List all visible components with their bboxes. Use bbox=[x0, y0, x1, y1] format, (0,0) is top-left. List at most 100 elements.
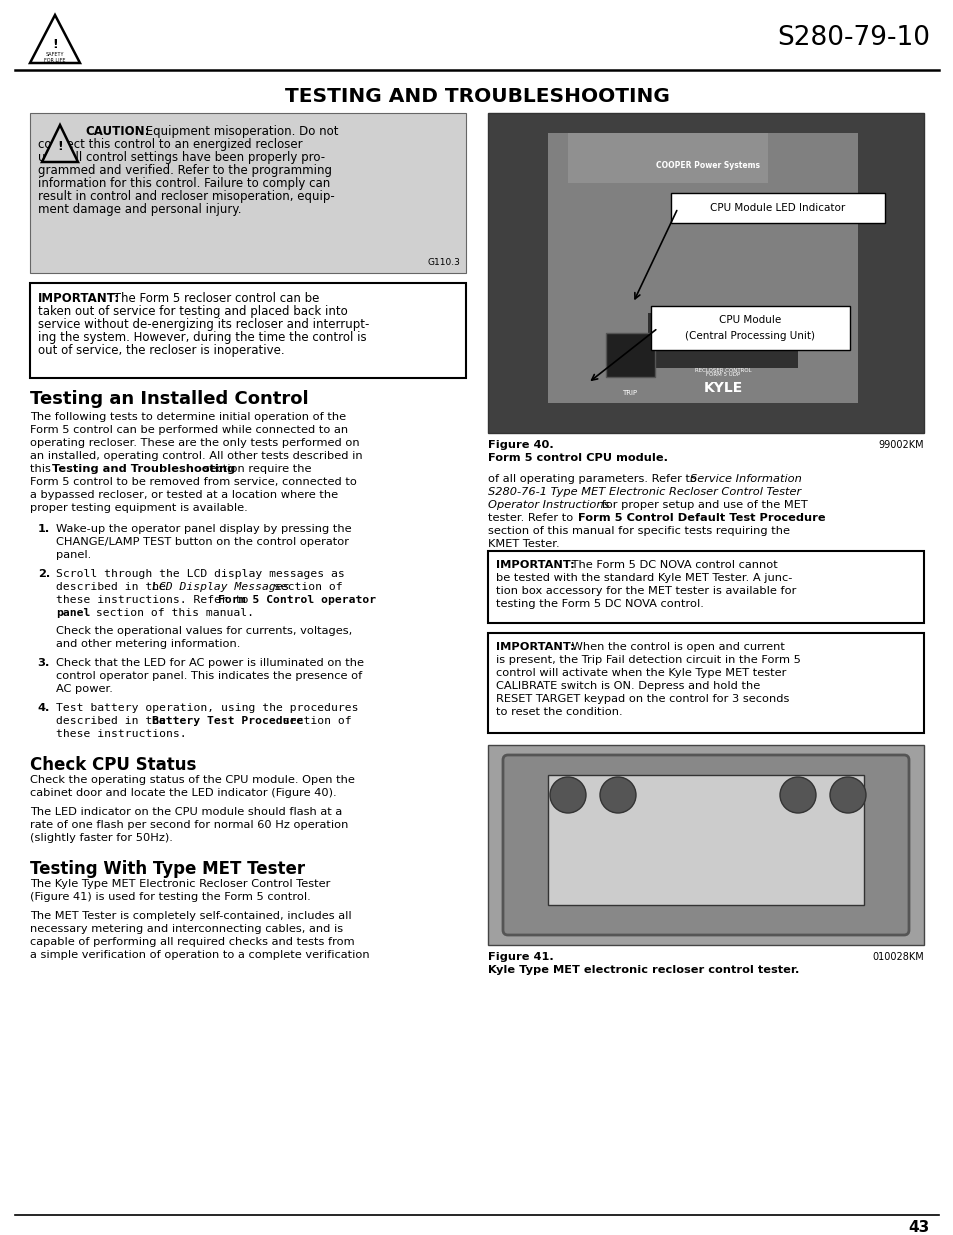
FancyBboxPatch shape bbox=[567, 133, 767, 183]
Text: information for this control. Failure to comply can: information for this control. Failure to… bbox=[38, 177, 330, 190]
Text: this: this bbox=[30, 464, 54, 474]
FancyBboxPatch shape bbox=[547, 776, 863, 905]
Text: Testing an Installed Control: Testing an Installed Control bbox=[30, 390, 309, 408]
Text: Form 5 control CPU module.: Form 5 control CPU module. bbox=[488, 453, 667, 463]
Text: until all control settings have been properly pro-: until all control settings have been pro… bbox=[38, 151, 325, 164]
Text: section of: section of bbox=[275, 716, 352, 726]
Text: panel: panel bbox=[56, 608, 91, 618]
Text: (slightly faster for 50Hz).: (slightly faster for 50Hz). bbox=[30, 832, 172, 844]
FancyBboxPatch shape bbox=[488, 112, 923, 433]
Text: Battery Test Procedure: Battery Test Procedure bbox=[152, 716, 303, 726]
FancyBboxPatch shape bbox=[30, 283, 465, 378]
Text: Scroll through the LCD display messages as: Scroll through the LCD display messages … bbox=[56, 569, 344, 579]
Text: Form 5 control to be removed from service, connected to: Form 5 control to be removed from servic… bbox=[30, 477, 356, 487]
Text: section of: section of bbox=[267, 582, 342, 592]
Text: 43: 43 bbox=[908, 1220, 929, 1235]
Text: 2.: 2. bbox=[38, 569, 50, 579]
Text: rate of one flash per second for normal 60 Hz operation: rate of one flash per second for normal … bbox=[30, 820, 348, 830]
Text: CAUTION:: CAUTION: bbox=[85, 125, 150, 138]
Text: CHANGE/LAMP TEST button on the control operator: CHANGE/LAMP TEST button on the control o… bbox=[56, 537, 349, 547]
Text: !: ! bbox=[52, 37, 58, 51]
Text: ing the system. However, during the time the control is: ing the system. However, during the time… bbox=[38, 331, 366, 345]
Text: The Form 5 recloser control can be: The Form 5 recloser control can be bbox=[110, 291, 319, 305]
Text: The LED indicator on the CPU module should flash at a: The LED indicator on the CPU module shou… bbox=[30, 806, 342, 818]
Text: IMPORTANT:: IMPORTANT: bbox=[38, 291, 120, 305]
Text: KYLE: KYLE bbox=[702, 382, 741, 395]
Text: these instructions.: these instructions. bbox=[56, 729, 187, 739]
Text: The Form 5 DC NOVA control cannot: The Form 5 DC NOVA control cannot bbox=[567, 559, 777, 571]
Text: TRIP: TRIP bbox=[621, 390, 637, 396]
Text: S280-79-10: S280-79-10 bbox=[776, 25, 929, 51]
Text: 010028KM: 010028KM bbox=[871, 952, 923, 962]
Text: (Central Processing Unit): (Central Processing Unit) bbox=[685, 331, 815, 341]
Text: IMPORTANT:: IMPORTANT: bbox=[496, 559, 574, 571]
Text: section of this manual.: section of this manual. bbox=[89, 608, 253, 618]
Text: cabinet door and locate the LED indicator (Figure 40).: cabinet door and locate the LED indicato… bbox=[30, 788, 336, 798]
Text: Testing and Troubleshooting: Testing and Troubleshooting bbox=[52, 464, 235, 474]
Text: proper testing equipment is available.: proper testing equipment is available. bbox=[30, 503, 248, 513]
Text: necessary metering and interconnecting cables, and is: necessary metering and interconnecting c… bbox=[30, 924, 343, 934]
Text: capable of performing all required checks and tests from: capable of performing all required check… bbox=[30, 937, 355, 947]
Text: testing the Form 5 DC NOVA control.: testing the Form 5 DC NOVA control. bbox=[496, 599, 703, 609]
Text: Service Information: Service Information bbox=[689, 474, 801, 484]
FancyBboxPatch shape bbox=[670, 193, 884, 224]
Circle shape bbox=[599, 777, 636, 813]
Text: 4.: 4. bbox=[37, 703, 50, 713]
Text: The Kyle Type MET Electronic Recloser Control Tester: The Kyle Type MET Electronic Recloser Co… bbox=[30, 879, 330, 889]
Text: for proper setup and use of the MET: for proper setup and use of the MET bbox=[598, 500, 807, 510]
Polygon shape bbox=[42, 125, 78, 162]
Text: section of this manual for specific tests requiring the: section of this manual for specific test… bbox=[488, 526, 789, 536]
Text: Test battery operation, using the procedures: Test battery operation, using the proced… bbox=[56, 703, 358, 713]
Text: Figure 41.: Figure 41. bbox=[488, 952, 553, 962]
FancyBboxPatch shape bbox=[30, 112, 465, 273]
FancyBboxPatch shape bbox=[547, 133, 857, 403]
Text: an installed, operating control. All other tests described in: an installed, operating control. All oth… bbox=[30, 451, 362, 461]
Circle shape bbox=[550, 777, 585, 813]
Text: Form 5 Control Default Test Procedure: Form 5 Control Default Test Procedure bbox=[578, 513, 824, 522]
FancyBboxPatch shape bbox=[488, 745, 923, 945]
Text: The MET Tester is completely self-contained, includes all: The MET Tester is completely self-contai… bbox=[30, 911, 352, 921]
Text: Testing With Type MET Tester: Testing With Type MET Tester bbox=[30, 860, 305, 878]
Circle shape bbox=[829, 777, 865, 813]
Text: and other metering information.: and other metering information. bbox=[56, 638, 240, 650]
Text: SAFETY: SAFETY bbox=[46, 53, 64, 58]
Text: CPU Module: CPU Module bbox=[719, 315, 781, 325]
Text: CPU Module LED Indicator: CPU Module LED Indicator bbox=[710, 203, 844, 212]
Text: described in the: described in the bbox=[56, 582, 172, 592]
Text: RECLOSER CONTROL: RECLOSER CONTROL bbox=[694, 368, 751, 373]
Text: result in control and recloser misoperation, equip-: result in control and recloser misoperat… bbox=[38, 190, 335, 203]
FancyBboxPatch shape bbox=[488, 634, 923, 734]
Text: described in the: described in the bbox=[56, 716, 172, 726]
Text: Equipment misoperation. Do not: Equipment misoperation. Do not bbox=[142, 125, 338, 138]
Text: Check that the LED for AC power is illuminated on the: Check that the LED for AC power is illum… bbox=[56, 658, 364, 668]
Text: 1.: 1. bbox=[38, 524, 50, 534]
FancyBboxPatch shape bbox=[502, 755, 908, 935]
Text: operating recloser. These are the only tests performed on: operating recloser. These are the only t… bbox=[30, 438, 359, 448]
Text: LCD Display Messages: LCD Display Messages bbox=[152, 582, 289, 592]
Text: Check CPU Status: Check CPU Status bbox=[30, 756, 196, 774]
Circle shape bbox=[780, 777, 815, 813]
Text: Check the operational values for currents, voltages,: Check the operational values for current… bbox=[56, 626, 352, 636]
Text: COOPER Power Systems: COOPER Power Systems bbox=[656, 161, 760, 169]
Text: Wake-up the operator panel display by pressing the: Wake-up the operator panel display by pr… bbox=[56, 524, 352, 534]
Text: ment damage and personal injury.: ment damage and personal injury. bbox=[38, 203, 241, 216]
Text: Operator Instructions: Operator Instructions bbox=[488, 500, 609, 510]
FancyBboxPatch shape bbox=[605, 333, 655, 377]
Text: IMPORTANT:: IMPORTANT: bbox=[496, 642, 574, 652]
Text: section require the: section require the bbox=[200, 464, 312, 474]
Text: (Figure 41) is used for testing the Form 5 control.: (Figure 41) is used for testing the Form… bbox=[30, 892, 311, 902]
Text: TESTING AND TROUBLESHOOTING: TESTING AND TROUBLESHOOTING bbox=[284, 86, 669, 105]
Text: connect this control to an energized recloser: connect this control to an energized rec… bbox=[38, 138, 302, 151]
Text: When the control is open and current: When the control is open and current bbox=[567, 642, 784, 652]
Text: tester. Refer to: tester. Refer to bbox=[488, 513, 577, 522]
Text: !: ! bbox=[57, 141, 63, 153]
Text: service without de-energizing its recloser and interrupt-: service without de-energizing its reclos… bbox=[38, 317, 369, 331]
Text: G110.3: G110.3 bbox=[427, 258, 459, 267]
Text: RESET TARGET keypad on the control for 3 seconds: RESET TARGET keypad on the control for 3… bbox=[496, 694, 788, 704]
Text: a simple verification of operation to a complete verification: a simple verification of operation to a … bbox=[30, 950, 369, 960]
Text: S280-76-1 Type MET Electronic Recloser Control Tester: S280-76-1 Type MET Electronic Recloser C… bbox=[488, 487, 801, 496]
Text: Figure 40.: Figure 40. bbox=[488, 440, 553, 450]
Text: Check the operating status of the CPU module. Open the: Check the operating status of the CPU mo… bbox=[30, 776, 355, 785]
Text: is present, the Trip Fail detection circuit in the Form 5: is present, the Trip Fail detection circ… bbox=[496, 655, 800, 664]
Text: The following tests to determine initial operation of the: The following tests to determine initial… bbox=[30, 412, 346, 422]
